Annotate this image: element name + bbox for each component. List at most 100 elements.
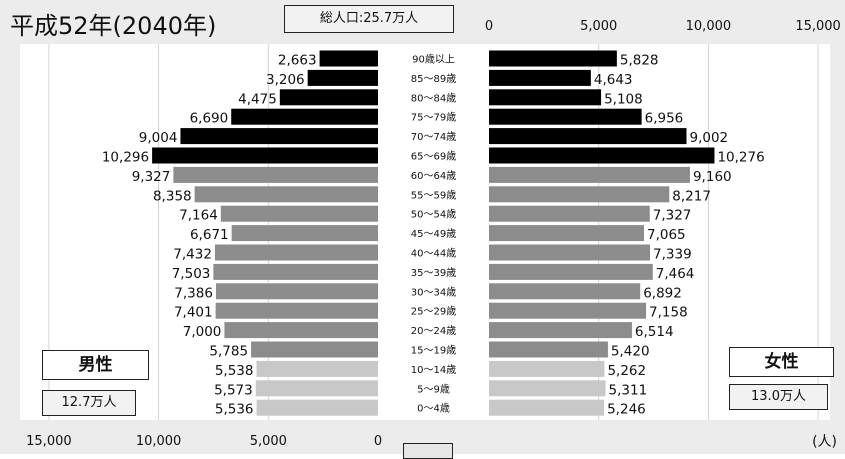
female-data-label: 5,108 xyxy=(604,91,643,107)
male-bar xyxy=(173,166,378,183)
male-bar xyxy=(220,205,378,222)
female-data-label: 6,514 xyxy=(635,324,674,340)
female-data-label: 5,420 xyxy=(611,344,650,360)
female-bar xyxy=(489,166,690,183)
female-bar xyxy=(489,50,617,67)
male-axis-tick-label: 15,000 xyxy=(26,434,72,449)
age-group-label: 25〜29歳 xyxy=(411,306,456,318)
age-group-label: 75〜79歳 xyxy=(411,112,456,124)
female-bar xyxy=(489,147,715,164)
female-data-label: 5,262 xyxy=(607,363,646,379)
female-bar xyxy=(489,360,605,377)
male-data-label: 6,671 xyxy=(190,227,229,243)
female-data-label: 9,002 xyxy=(690,130,729,146)
male-bar xyxy=(231,108,378,125)
male-data-label: 5,536 xyxy=(215,402,254,418)
male-bar xyxy=(214,244,378,261)
female-bar xyxy=(489,322,632,339)
male-data-label: 5,538 xyxy=(215,363,254,379)
male-data-label: 9,327 xyxy=(132,169,171,185)
chart-title: 平成52年(2040年) xyxy=(10,12,217,40)
male-total-box: 12.7万人 xyxy=(42,390,136,416)
male-data-label: 5,785 xyxy=(209,344,248,360)
male-bar xyxy=(215,302,378,319)
female-data-label: 6,892 xyxy=(643,285,682,301)
female-bar xyxy=(489,399,605,416)
female-data-label: 7,339 xyxy=(653,247,692,263)
male-label-box: 男性 xyxy=(42,350,149,380)
male-bar xyxy=(251,341,378,358)
male-bar xyxy=(256,360,378,377)
male-data-label: 4,475 xyxy=(238,91,277,107)
male-bar xyxy=(224,322,378,339)
age-group-label: 15〜19歳 xyxy=(411,345,456,357)
female-data-label: 7,158 xyxy=(649,305,688,321)
age-group-label: 50〜54歳 xyxy=(411,209,456,221)
female-data-label: 5,246 xyxy=(607,402,646,418)
female-axis-tick-label: 5,000 xyxy=(580,19,617,34)
total-population-box: 総人口:25.7万人 xyxy=(284,5,454,33)
female-data-label: 6,956 xyxy=(645,111,684,127)
male-data-label: 7,401 xyxy=(174,305,213,321)
age-group-label: 45〜49歳 xyxy=(411,228,456,240)
female-bar xyxy=(489,302,647,319)
male-bar xyxy=(194,186,378,203)
female-bar xyxy=(489,341,608,358)
age-group-label: 85〜89歳 xyxy=(411,73,456,85)
male-data-label: 3,206 xyxy=(266,72,305,88)
female-bar xyxy=(489,263,653,280)
female-data-label: 5,311 xyxy=(609,382,648,398)
legend-swatch-box xyxy=(403,443,453,459)
unit-label: (人) xyxy=(812,434,837,450)
male-data-label: 5,573 xyxy=(214,382,253,398)
age-group-label: 60〜64歳 xyxy=(411,170,456,182)
male-bar xyxy=(152,147,378,164)
male-axis-tick-label: 0 xyxy=(374,434,382,449)
female-data-label: 5,828 xyxy=(620,53,659,69)
female-bar xyxy=(489,244,651,261)
female-bar xyxy=(489,89,602,106)
female-bar xyxy=(489,225,645,242)
female-axis-tick-label: 10,000 xyxy=(686,19,732,34)
female-bar xyxy=(489,205,650,222)
male-bar xyxy=(255,380,378,397)
male-data-label: 9,004 xyxy=(139,130,178,146)
female-bar xyxy=(489,69,591,86)
male-data-label: 7,164 xyxy=(179,208,218,224)
female-data-label: 8,217 xyxy=(672,188,711,204)
female-data-label: 4,643 xyxy=(594,72,633,88)
male-data-label: 7,432 xyxy=(173,247,212,263)
male-data-label: 2,663 xyxy=(278,53,317,69)
age-group-label: 40〜44歳 xyxy=(411,248,456,260)
age-group-label: 30〜34歳 xyxy=(411,286,456,298)
female-data-label: 7,464 xyxy=(656,266,695,282)
female-label-box: 女性 xyxy=(729,347,834,377)
male-bar xyxy=(180,128,378,145)
male-bar xyxy=(213,263,378,280)
male-data-label: 10,296 xyxy=(102,150,149,166)
male-data-label: 8,358 xyxy=(153,188,192,204)
female-bar xyxy=(489,108,642,125)
female-axis-tick-label: 0 xyxy=(485,19,493,34)
age-group-label: 5〜9歳 xyxy=(417,383,450,395)
age-group-label: 80〜84歳 xyxy=(411,92,456,104)
age-group-label: 65〜69歳 xyxy=(411,151,456,163)
female-data-label: 9,160 xyxy=(693,169,732,185)
male-axis-tick-label: 5,000 xyxy=(250,434,287,449)
male-axis-tick-label: 10,000 xyxy=(136,434,182,449)
age-group-label: 35〜39歳 xyxy=(411,267,456,279)
age-label-band xyxy=(378,44,489,420)
male-bar xyxy=(307,69,378,86)
male-bar xyxy=(319,50,378,67)
male-data-label: 7,386 xyxy=(174,285,213,301)
age-group-label: 20〜24歳 xyxy=(411,325,456,337)
male-data-label: 7,503 xyxy=(172,266,211,282)
male-bar xyxy=(231,225,378,242)
female-bar xyxy=(489,128,687,145)
female-bar xyxy=(489,380,606,397)
female-bar xyxy=(489,283,641,300)
female-axis-tick-label: 15,000 xyxy=(795,19,841,34)
age-group-label: 90歳以上 xyxy=(412,54,455,66)
